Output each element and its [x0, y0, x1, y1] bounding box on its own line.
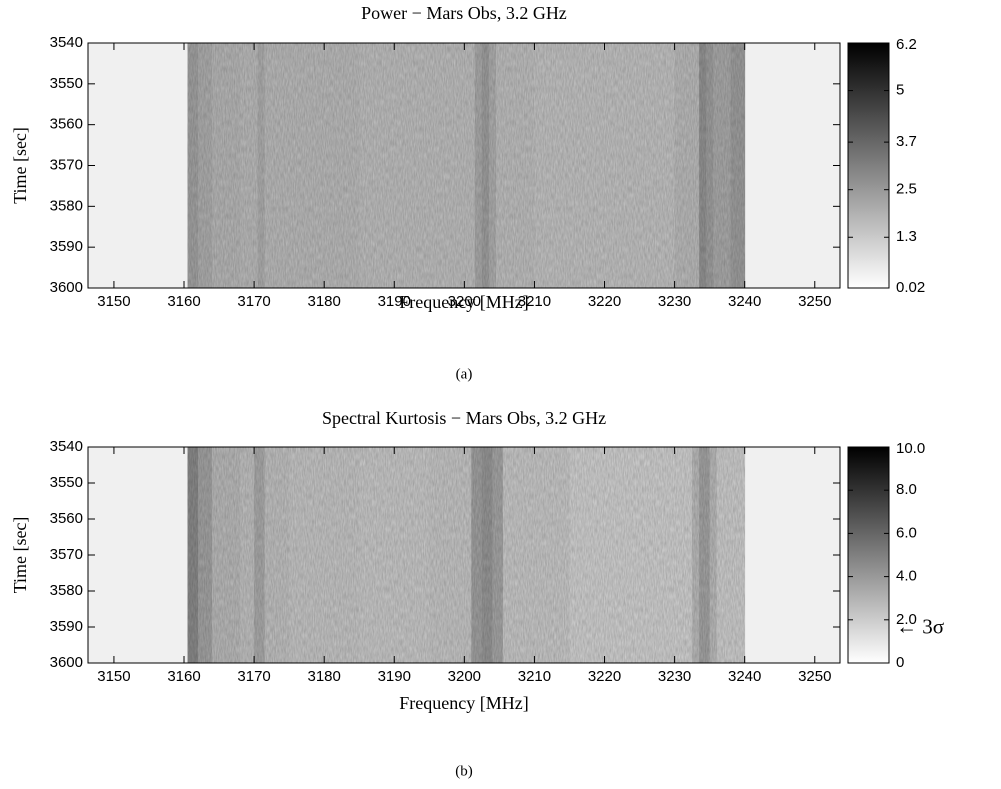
x-tick-label: 3160 [167, 668, 200, 685]
colorbar [847, 42, 890, 289]
colorbar-tick-label: 8.0 [896, 481, 917, 498]
colorbar-tick-label: 10.0 [896, 440, 925, 457]
colorbar-tick-label: 2.5 [896, 181, 917, 198]
caption: (a) [456, 366, 473, 382]
x-tick-label: 3250 [798, 293, 831, 310]
colorbar-tick-label: 3.7 [896, 133, 917, 150]
colorbar-tick-label: 0.02 [896, 279, 925, 296]
x-tick-label: 3240 [728, 293, 761, 310]
colorbar-tick-label: 4.0 [896, 568, 917, 585]
x-tick-label: 3160 [167, 293, 200, 310]
x-tick-label: 3230 [658, 668, 691, 685]
colorbar-tick-label: 5 [896, 82, 904, 99]
colorbar-tick-label: 6.0 [896, 524, 917, 541]
colorbar-tick-label: 2.0 [896, 611, 917, 628]
x-tick-label: 3180 [307, 668, 340, 685]
annotation: ← 3σ [896, 614, 944, 638]
texture [187, 447, 745, 663]
y-tick-label: 3570 [50, 546, 83, 563]
y-tick-label: 3560 [50, 116, 83, 133]
x-tick-label: 3230 [658, 293, 691, 310]
colorbar-tick-label: 1.3 [896, 228, 917, 245]
x-tick-label: 3150 [97, 668, 130, 685]
y-tick-label: 3550 [50, 474, 83, 491]
texture [187, 43, 745, 288]
y-tick-label: 3580 [50, 197, 83, 214]
x-tick-label: 3220 [588, 293, 621, 310]
x-axis-label: Frequency [MHz] [399, 693, 528, 713]
x-tick-label: 3200 [448, 293, 481, 310]
y-axis-label: Time [sec] [10, 517, 30, 594]
y-tick-label: 3550 [50, 75, 83, 92]
y-tick-label: 3590 [50, 618, 83, 635]
chart-title: Power − Mars Obs, 3.2 GHz [361, 3, 567, 23]
x-tick-label: 3220 [588, 668, 621, 685]
y-tick-label: 3540 [50, 34, 83, 51]
chart-title: Spectral Kurtosis − Mars Obs, 3.2 GHz [322, 408, 606, 428]
x-tick-label: 3180 [307, 293, 340, 310]
x-tick-label: 3170 [237, 668, 270, 685]
x-tick-label: 3150 [97, 293, 130, 310]
y-tick-label: 3560 [50, 510, 83, 527]
y-axis-label: Time [sec] [10, 127, 30, 204]
y-tick-label: 3590 [50, 238, 83, 255]
x-tick-label: 3190 [378, 293, 411, 310]
y-tick-label: 3570 [50, 156, 83, 173]
x-tick-label: 3200 [448, 668, 481, 685]
y-tick-label: 3540 [50, 438, 83, 455]
colorbar-tick-label: 0 [896, 654, 904, 671]
x-tick-label: 3210 [518, 668, 551, 685]
y-tick-label: 3580 [50, 582, 83, 599]
colorbar [847, 446, 890, 664]
x-tick-label: 3170 [237, 293, 270, 310]
x-tick-label: 3190 [378, 668, 411, 685]
y-tick-label: 3600 [50, 279, 83, 296]
x-tick-label: 3240 [728, 668, 761, 685]
x-tick-label: 3210 [518, 293, 551, 310]
y-tick-label: 3600 [50, 654, 83, 671]
x-axis-label: Frequency [MHz] [399, 292, 528, 312]
x-tick-label: 3250 [798, 668, 831, 685]
caption: (b) [455, 763, 473, 779]
colorbar-tick-label: 6.2 [896, 36, 917, 53]
